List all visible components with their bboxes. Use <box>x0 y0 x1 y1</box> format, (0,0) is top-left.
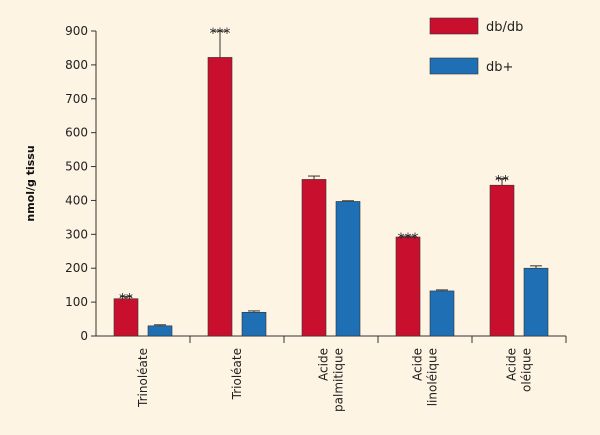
significance-marker: *** <box>398 231 419 247</box>
y-tick-label: 700 <box>65 92 88 106</box>
y-tick-label: 800 <box>65 58 88 72</box>
y-tick-label: 0 <box>80 329 88 343</box>
legend-swatch <box>429 57 479 75</box>
y-tick-label: 300 <box>65 227 88 241</box>
x-category-label: Acideoléique <box>505 348 534 392</box>
bar <box>113 298 139 337</box>
x-category-label-line: Trinoléate <box>136 348 150 408</box>
bar <box>207 57 233 337</box>
significance-marker: ** <box>119 291 133 307</box>
x-category-label-line: palmitique <box>332 348 346 412</box>
bar <box>301 179 327 337</box>
bar <box>429 290 455 337</box>
x-category-label: Trinoléate <box>136 348 150 408</box>
bar <box>335 201 361 337</box>
y-tick-label: 200 <box>65 261 88 275</box>
y-axis-title: nmol/g tissu <box>24 145 37 221</box>
significance-marker: *** <box>210 26 231 42</box>
x-category-label-line: linoléique <box>426 348 440 406</box>
y-tick-label: 100 <box>65 295 88 309</box>
bar <box>489 184 515 337</box>
significance-marker: ** <box>495 173 509 189</box>
x-category-label-line: Acide <box>317 348 331 381</box>
bar <box>147 325 173 337</box>
chart-bars <box>113 30 549 337</box>
chart-axes: 0 100 200 300 400 500 600 700 800 900 nmol/g tissu <box>24 24 567 343</box>
chart-labels: Trinoléate Trioléate Acidepalmitique Acidel… <box>119 26 534 412</box>
legend-swatch <box>429 17 479 35</box>
x-category-label-line: Acide <box>505 348 519 381</box>
x-category-label-line: Trioléate <box>230 348 244 400</box>
legend-label: db+ <box>486 60 513 75</box>
x-category-label: Acidelinoléique <box>411 348 440 406</box>
y-tick-label: 600 <box>65 126 88 140</box>
x-category-label-line: oléique <box>520 348 534 392</box>
bar <box>395 236 421 337</box>
y-tick-label: 900 <box>65 24 88 38</box>
x-category-label: Trioléate <box>230 348 244 400</box>
y-tick-label: 500 <box>65 160 88 174</box>
x-category-label: Acidepalmitique <box>317 348 346 412</box>
bar <box>523 267 549 337</box>
bar <box>241 311 267 337</box>
x-category-label-line: Acide <box>411 348 425 381</box>
chart-legend: db/db db+ <box>429 17 523 75</box>
y-tick-label: 400 <box>65 193 88 207</box>
legend-label: db/db <box>486 20 523 35</box>
